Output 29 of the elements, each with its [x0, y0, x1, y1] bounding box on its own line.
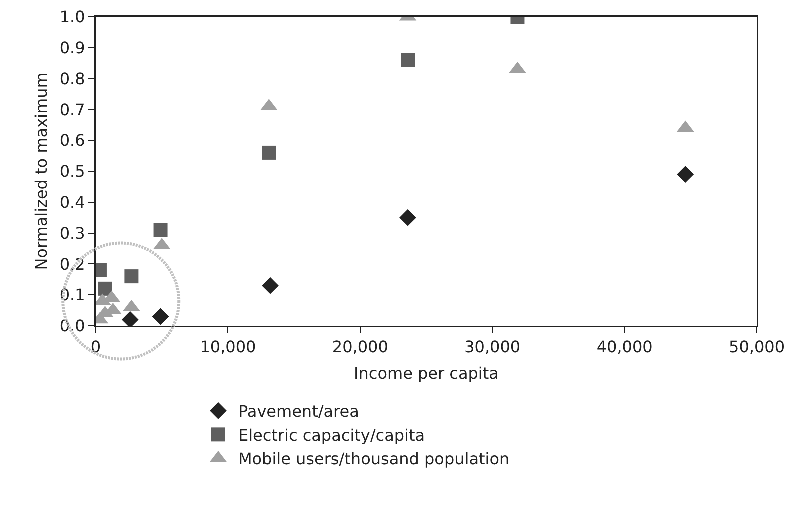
y-tick-label: 0.3	[60, 224, 86, 243]
point	[124, 270, 139, 284]
y-tick-label: 0.9	[60, 38, 86, 58]
y-tick-label: 0.6	[60, 131, 86, 150]
y-tick-label: 0.5	[60, 162, 86, 182]
point	[98, 282, 112, 296]
y-tick-label: 1.0	[60, 8, 86, 27]
legend-label: Electric capacity/capita	[238, 426, 426, 445]
x-tick-label: 10,000	[200, 338, 256, 357]
point	[262, 277, 279, 294]
point	[154, 223, 168, 238]
point	[152, 308, 170, 326]
y-axis-title: Normalized to maximum	[32, 72, 51, 270]
legend-label: Pavement/area	[238, 402, 360, 422]
x-tick-label: 0	[90, 338, 102, 357]
y-tick-label: 0.8	[60, 69, 86, 88]
x-tick-label: 50,000	[729, 338, 785, 357]
legend-label: Mobile users/thousand population	[238, 450, 510, 469]
point	[262, 146, 276, 160]
point	[677, 166, 694, 184]
point	[400, 53, 415, 68]
x-tick-label: 40,000	[596, 338, 653, 357]
x-tick-label: 20,000	[332, 338, 388, 357]
y-tick-label: 0.7	[60, 100, 86, 120]
x-axis-title: Income per capita	[354, 364, 499, 384]
point	[400, 209, 416, 226]
y-tick-label: 0.4	[60, 193, 86, 212]
y-tick-label: 0.2	[60, 254, 86, 274]
x-tick-label: 30,000	[464, 338, 521, 357]
